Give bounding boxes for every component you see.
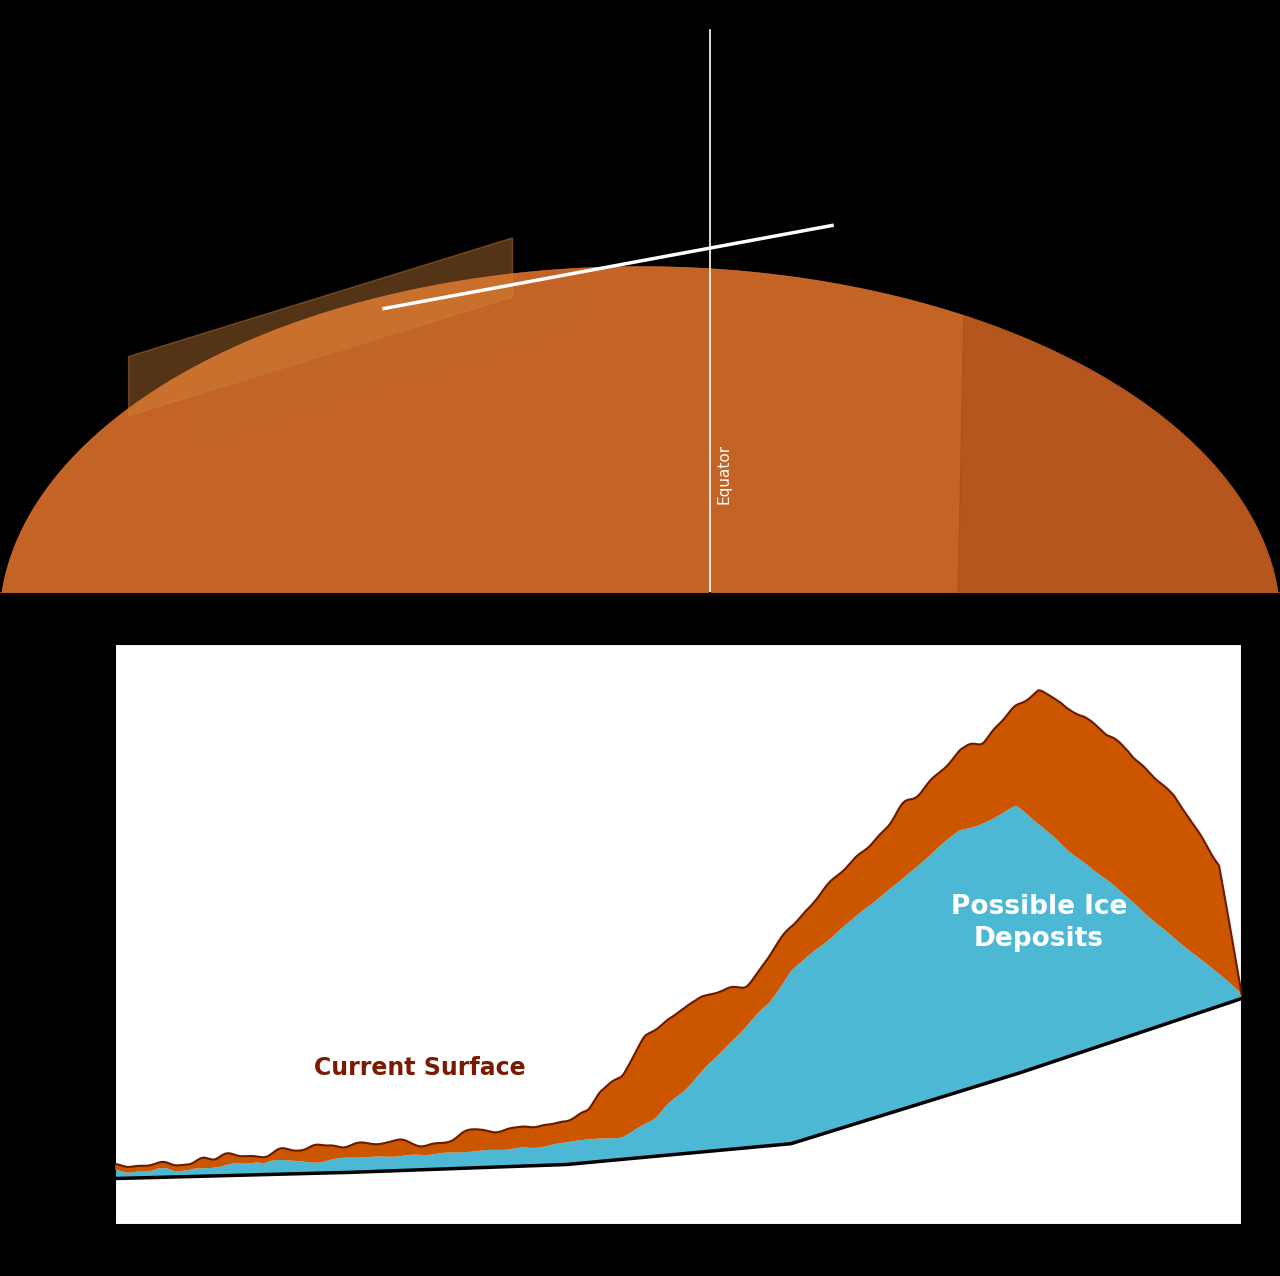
Y-axis label: Elevation (m): Elevation (m) [1, 846, 26, 1023]
Text: Dry Sediments: Dry Sediments [321, 1085, 517, 1109]
Text: Possible Ice
Deposits: Possible Ice Deposits [951, 894, 1126, 952]
Polygon shape [0, 267, 1280, 623]
Text: Equator: Equator [717, 444, 732, 504]
Polygon shape [0, 316, 1280, 623]
X-axis label: Distance (km): Distance (km) [585, 1268, 772, 1276]
Polygon shape [0, 267, 1280, 623]
Text: Current Surface: Current Surface [314, 1057, 525, 1081]
